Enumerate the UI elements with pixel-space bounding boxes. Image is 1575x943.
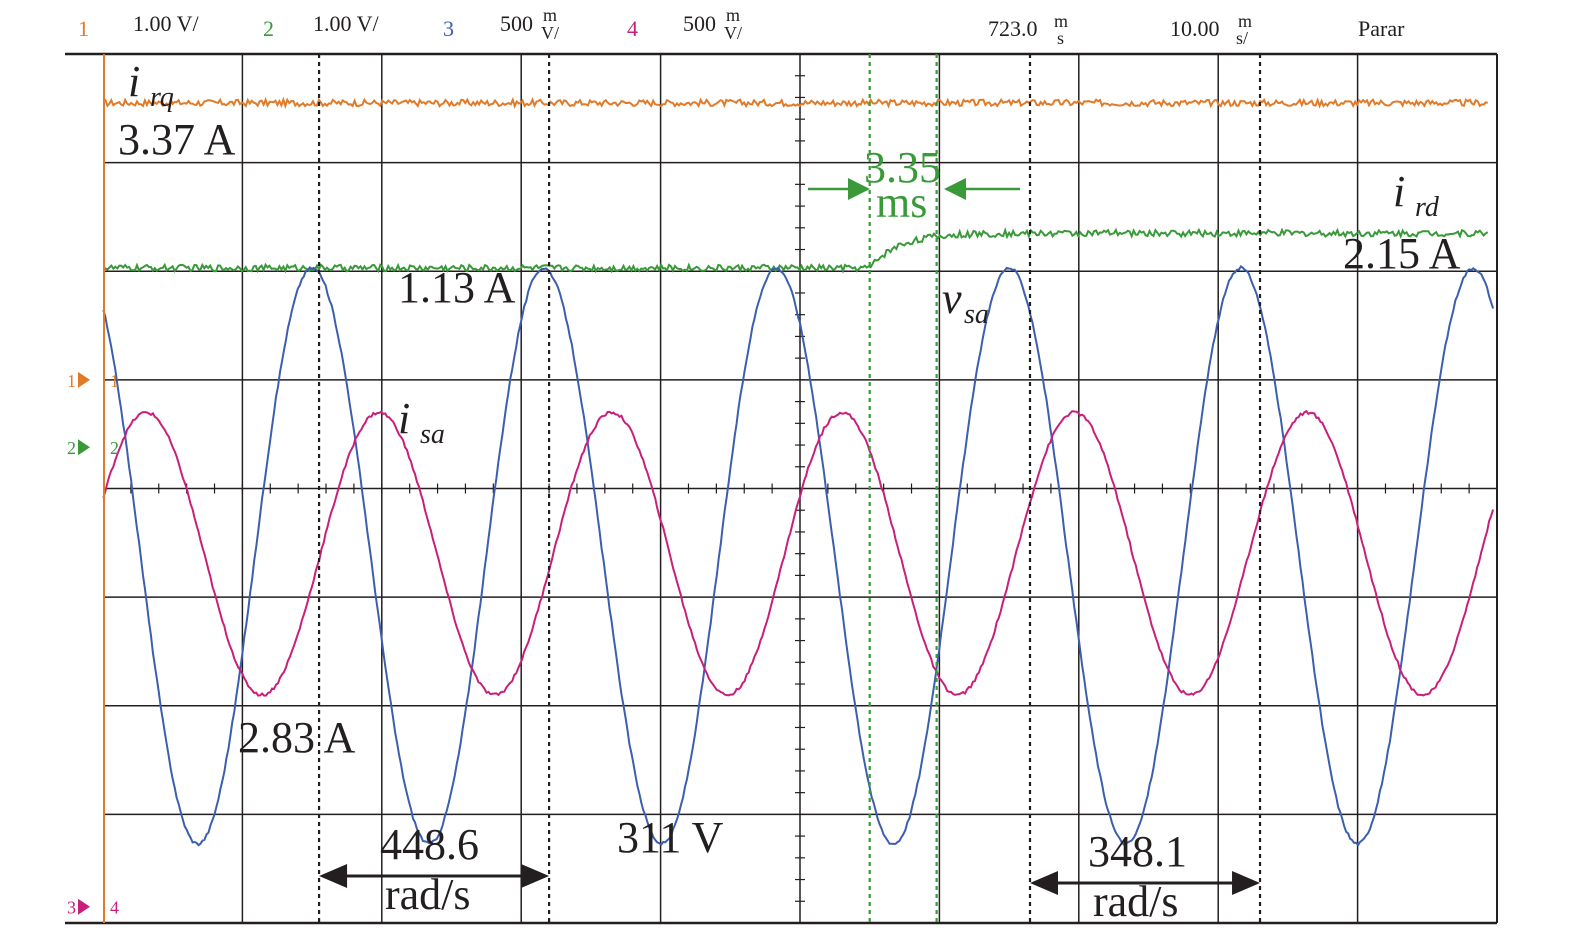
waveform-traces xyxy=(102,54,1495,923)
speed-before-unit: rad/s xyxy=(385,870,471,919)
label-ird: i xyxy=(1393,167,1405,216)
channel-4-number: 4 xyxy=(627,16,638,41)
trace-ird xyxy=(102,227,1489,274)
channel-4-scale: 500 xyxy=(683,11,716,36)
speed-after-arrow-right xyxy=(1232,871,1261,895)
trace-isa xyxy=(102,409,1495,697)
graticule xyxy=(65,52,1498,925)
label-irq: i xyxy=(128,57,140,106)
label-isa-subscript: sa xyxy=(420,419,445,450)
ground-marker-2-num: 2 xyxy=(67,438,76,458)
channel-3-unit-bottom: V/ xyxy=(541,23,559,43)
speed-after-unit: rad/s xyxy=(1093,877,1179,926)
ground-marker-2-arrow xyxy=(78,439,90,456)
time-offset-unit-bottom: s xyxy=(1057,28,1064,48)
step-time-unit: ms xyxy=(876,178,927,227)
label-irq-subscript: rq xyxy=(150,82,174,113)
speed-before-value: 448.6 xyxy=(380,820,479,869)
channel-2-scale: 1.00 V/ xyxy=(313,11,379,36)
channel-1-scale: 1.00 V/ xyxy=(133,11,199,36)
channel-4-unit-top: m xyxy=(726,5,740,25)
label-vsa: v xyxy=(942,274,962,323)
speed-before-arrow-right xyxy=(521,864,550,888)
ground-marker-1-label: 1 xyxy=(110,371,119,391)
ground-marker-1-num: 1 xyxy=(67,371,76,391)
measurement-cursors xyxy=(317,54,1262,923)
channel-header: 1 1.00 V/2 1.00 V/3 500 mV/4 500 mV/723.0 ms 10.… xyxy=(78,5,1405,48)
speed-after-value: 348.1 xyxy=(1088,827,1187,876)
trace-vsa xyxy=(102,264,1495,847)
speed-after-arrow-left xyxy=(1030,871,1059,895)
channel-4-unit-bottom: V/ xyxy=(724,23,742,43)
time-offset-unit-top: m xyxy=(1054,11,1068,31)
label-vsa-subscript: sa xyxy=(964,299,989,330)
value-isa: 2.83 A xyxy=(238,713,356,762)
channel-ground-markers: 1 1 2 2 3 4 xyxy=(67,371,119,918)
step-arrow-left-head xyxy=(848,178,870,200)
label-isa: i xyxy=(398,394,410,443)
step-arrow-right-head xyxy=(944,178,966,200)
value-ird-before: 1.13 A xyxy=(398,263,516,312)
channel-2-number: 2 xyxy=(263,16,274,41)
speed-before-arrow-left xyxy=(319,864,348,888)
value-vsa: 311 V xyxy=(617,813,724,862)
run-state-label: Parar xyxy=(1358,16,1405,41)
ground-marker-3-num: 3 xyxy=(67,898,76,918)
ground-marker-3-arrow xyxy=(78,898,90,915)
step-time-value: 3.35 xyxy=(864,143,941,192)
time-offset: 723.0 xyxy=(988,16,1038,41)
channel-3-unit-top: m xyxy=(543,5,557,25)
channel-3-scale: 500 xyxy=(500,11,533,36)
time-scale-unit-top: m xyxy=(1238,11,1252,31)
value-irq: 3.37 A xyxy=(118,115,236,164)
channel-1-number: 1 xyxy=(78,16,89,41)
channel-3-number: 3 xyxy=(443,16,454,41)
ground-marker-2-label: 2 xyxy=(110,438,119,458)
trace-irq xyxy=(103,96,1488,110)
ground-marker-3-label: 4 xyxy=(110,898,119,918)
label-ird-subscript: rd xyxy=(1415,192,1440,223)
ground-marker-1-arrow xyxy=(78,371,90,388)
time-scale-unit-bottom: s/ xyxy=(1236,28,1248,48)
time-scale: 10.00 xyxy=(1170,16,1220,41)
value-ird: 2.15 A xyxy=(1343,229,1461,278)
